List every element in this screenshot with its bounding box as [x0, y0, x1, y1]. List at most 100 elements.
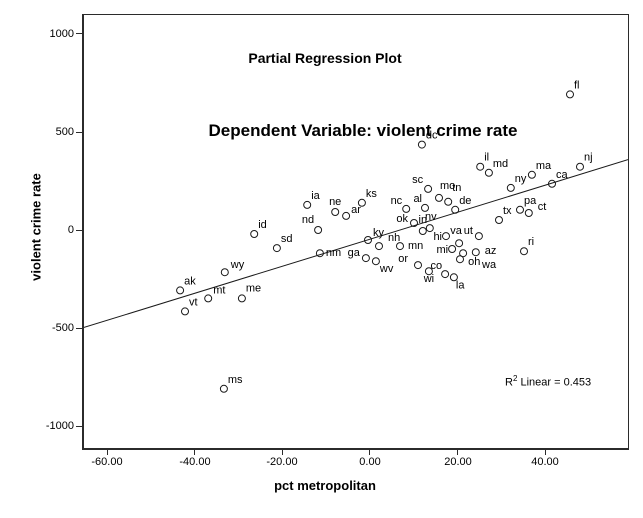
- data-point-fl: [566, 90, 574, 99]
- x-tick-label--20.00: -20.00: [266, 456, 298, 468]
- y-tick-label--500: -500: [51, 322, 74, 334]
- point-label-ia: ia: [311, 190, 320, 202]
- point-label-mi: mi: [436, 244, 448, 256]
- data-point-ny: [506, 183, 515, 192]
- data-point-mt: [204, 294, 213, 303]
- point-label-ok: ok: [396, 213, 408, 225]
- data-point-me: [237, 294, 246, 303]
- data-point-nc: [402, 204, 411, 213]
- point-label-wi: wi: [423, 273, 434, 285]
- point-label-ma: ma: [536, 160, 552, 172]
- point-label-az: az: [485, 245, 497, 257]
- x-tick-mark--60.00: [107, 449, 108, 455]
- point-label-sc: sc: [412, 174, 424, 186]
- point-label-ri: ri: [528, 236, 534, 248]
- point-label-nc: nc: [391, 195, 403, 207]
- x-tick-mark-40.00: [545, 449, 546, 455]
- point-label-wy: wy: [230, 259, 245, 271]
- data-point-pa: [516, 205, 524, 214]
- point-label-il: il: [484, 152, 489, 164]
- data-point-nd: [314, 226, 323, 234]
- point-label-de: de: [459, 195, 471, 207]
- chart-subtitle: Dependent Variable: violent crime rate: [208, 121, 518, 140]
- x-tick-label-0.00: 0.00: [359, 456, 381, 468]
- data-point-il: [476, 162, 485, 171]
- point-label-ct: ct: [538, 201, 547, 213]
- chart-title: Partial Regression Plot: [248, 50, 402, 66]
- point-label-dc: dc: [426, 130, 438, 142]
- point-label-vt: vt: [189, 296, 198, 308]
- data-point-mi: [448, 245, 457, 253]
- point-label-md: md: [493, 158, 508, 170]
- r2-sup: 2: [512, 374, 518, 383]
- x-axis-title: pct metropolitan: [274, 478, 376, 493]
- data-point-ak: [176, 286, 185, 295]
- data-point-de: [451, 205, 460, 214]
- point-label-id: id: [258, 219, 267, 231]
- y-tick-mark-1000: [76, 33, 82, 34]
- data-point-wy: [220, 268, 229, 277]
- data-point-nm: [315, 249, 324, 258]
- point-label-wv: wv: [379, 263, 394, 275]
- point-label-sd: sd: [281, 233, 293, 245]
- x-tick-label-40.00: 40.00: [531, 456, 559, 468]
- point-label-ks: ks: [366, 188, 378, 200]
- point-label-in: in: [419, 214, 428, 226]
- data-point-dc: [417, 140, 426, 149]
- data-point-ks: [357, 198, 366, 207]
- point-label-fl: fl: [574, 79, 580, 91]
- data-point-ia: [303, 200, 312, 209]
- point-label-mt: mt: [213, 284, 225, 296]
- point-label-mn: mn: [408, 240, 423, 252]
- data-point-al: [421, 203, 429, 212]
- data-point-ca: [548, 179, 556, 188]
- point-label-ak: ak: [184, 275, 196, 287]
- data-point-mo: [435, 193, 443, 202]
- data-point-ok: [410, 219, 418, 227]
- data-point-md: [484, 168, 493, 177]
- point-label-tx: tx: [503, 205, 512, 217]
- point-label-or: or: [398, 253, 408, 265]
- point-label-ky: ky: [373, 227, 385, 239]
- point-label-nv: nv: [425, 211, 437, 223]
- point-label-ar: ar: [351, 204, 361, 216]
- data-point-la: [449, 273, 458, 282]
- data-point-in: [418, 227, 427, 235]
- r2-rest: Linear = 0.453: [517, 376, 592, 389]
- data-point-ut: [474, 232, 483, 241]
- data-point-co: [441, 270, 450, 279]
- data-point-ne: [331, 208, 340, 216]
- x-tick-label-20.00: 20.00: [444, 456, 472, 468]
- data-point-tn: [444, 197, 453, 206]
- data-point-mn: [396, 242, 404, 251]
- x-tick-mark-0.00: [369, 449, 370, 455]
- data-point-hi: [442, 232, 450, 241]
- x-tick-label--60.00: -60.00: [91, 456, 123, 468]
- point-label-hi: hi: [433, 231, 442, 243]
- data-point-or: [414, 261, 422, 270]
- data-point-sc: [424, 184, 433, 193]
- point-label-nj: nj: [584, 152, 593, 164]
- r2-base: R: [505, 376, 513, 389]
- data-point-ky: [364, 236, 372, 244]
- y-tick-mark-0: [76, 230, 82, 231]
- y-tick-label--1000: -1000: [45, 420, 74, 432]
- point-label-nh: nh: [388, 232, 400, 244]
- data-point-vt: [181, 307, 189, 316]
- point-label-pa: pa: [524, 195, 537, 207]
- point-label-tn: tn: [452, 182, 461, 194]
- data-point-tx: [495, 216, 503, 224]
- point-label-ut: ut: [464, 225, 473, 237]
- point-label-ga: ga: [348, 247, 361, 259]
- point-label-ny: ny: [515, 173, 527, 185]
- data-point-ma: [527, 170, 536, 179]
- data-point-nh: [375, 242, 383, 251]
- y-tick-mark--500: [76, 328, 82, 329]
- data-point-ct: [524, 209, 533, 217]
- data-point-ri: [520, 247, 528, 256]
- point-label-va: va: [450, 225, 463, 237]
- data-point-va: [455, 239, 464, 248]
- data-point-ar: [342, 211, 351, 220]
